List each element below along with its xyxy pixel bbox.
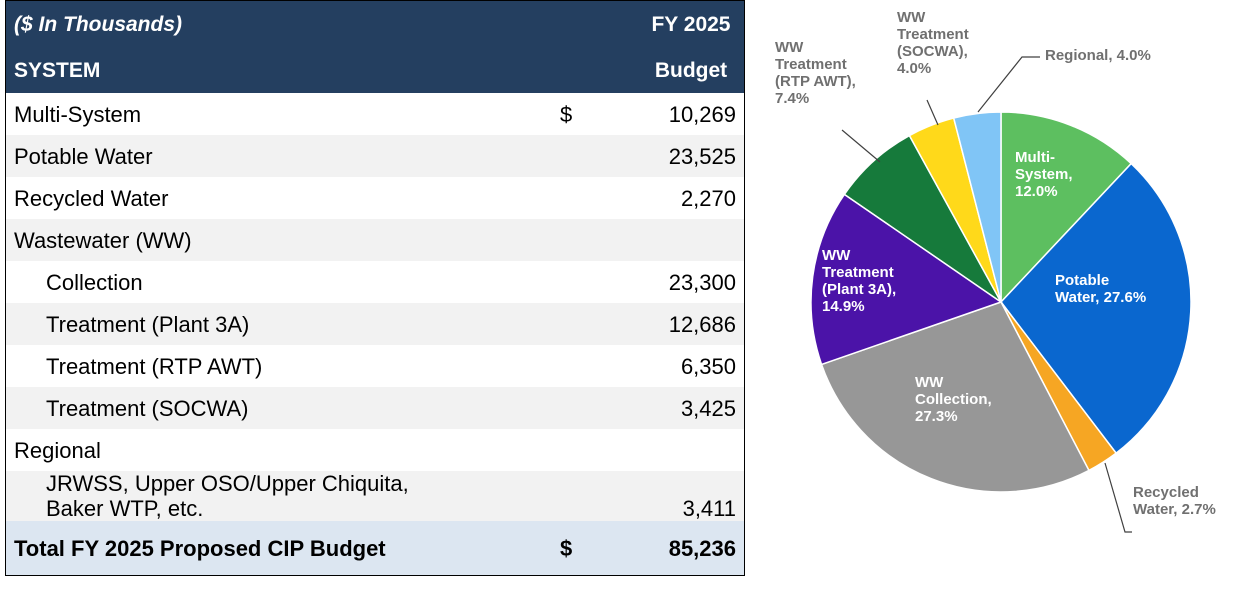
header-cell: Budget [638,47,745,93]
slice-label: Potable Water, 27.6% [1055,272,1146,306]
row-label: JRWSS, Upper OSO/Upper Chiquita, Baker W… [5,471,552,521]
row-label: Wastewater (WW) [5,219,552,261]
slice-label: WW Treatment (SOCWA), 4.0% [897,9,969,77]
currency [552,261,638,303]
amount [638,429,745,471]
amount: 12,686 [638,303,745,345]
currency [552,219,638,261]
row-label: Collection [46,269,143,295]
pie-slice [1000,162,1192,455]
pie-slice [810,193,1003,366]
header-cell: FY 2025 [638,0,745,47]
row-label: Treatment (SOCWA) [5,387,552,429]
pie-slice [843,134,1002,303]
amount: 2,270 [680,185,736,211]
table-row: Total FY 2025 Proposed CIP Budget $85,236 [5,521,745,576]
slice-label: WW Collection, 27.3% [915,374,992,425]
row-label: Recycled Water [14,185,169,211]
leader-line [841,129,881,163]
amount: 10,269 [668,101,736,127]
currency [552,303,638,345]
budget-table: ($ In Thousands) FY 2025 SYSTEM Budget Multi… [5,0,745,576]
row-label: Treatment (Plant 3A) [5,303,552,345]
row-label: Multi-System [14,101,142,127]
currency [552,177,638,219]
currency [552,135,638,177]
table-row: Recycled Water 2,270 [6,177,745,219]
table-row: Wastewater (WW) [5,219,745,261]
pie-slice [1000,111,1133,304]
table-row: Potable Water 23,525 [5,135,745,177]
row-label: Regional [14,437,101,463]
currency: $ [552,521,638,576]
currency [552,429,638,471]
amount: 6,350 [680,353,736,379]
amount: 3,425 [638,387,745,429]
header-cell: ($ In Thousands) [5,0,638,47]
pie-slice [1000,301,1118,472]
table-row: Collection 23,300 [6,261,745,303]
pie-slice [952,111,1002,303]
amount: 23,525 [638,135,745,177]
amount: 3,411 [638,471,745,521]
table-row: Treatment (RTP AWT) 6,350 [6,345,745,387]
currency [552,345,638,387]
slice-label: Recycled Water, 2.7% [1133,484,1216,518]
slice-label: WW Treatment (RTP AWT), 7.4% [775,39,856,107]
table-row: Regional [6,429,745,471]
total-label: Total FY 2025 Proposed CIP Budget [5,521,552,576]
amount: 23,300 [668,269,736,295]
table-row: SYSTEM Budget [5,47,745,93]
table-row: Treatment (Plant 3A) 12,686 [5,303,745,345]
slice-label: Regional, 4.0% [1045,47,1151,64]
currency: $ [560,101,573,127]
currency [552,471,638,521]
table-row: Treatment (SOCWA) 3,425 [5,387,745,429]
currency [552,387,638,429]
table-row: Multi-System $10,269 [6,93,745,135]
amount [638,219,745,261]
leader-line [1104,462,1132,533]
table-row: ($ In Thousands) FY 2025 [5,0,745,47]
pie-slice [820,301,1090,493]
table-row: JRWSS, Upper OSO/Upper Chiquita, Baker W… [5,471,745,521]
leader-line [977,56,1040,113]
amount: 85,236 [638,521,745,576]
row-label: Potable Water [5,135,552,177]
slice-label: Multi-System, 12.0% [1015,149,1073,200]
pie-slice [908,117,1002,303]
row-label: Treatment (RTP AWT) [46,353,263,379]
leader-line [926,99,939,126]
header-cell: SYSTEM [5,47,638,93]
slice-label: WW Treatment (Plant 3A), 14.9% [822,247,896,315]
